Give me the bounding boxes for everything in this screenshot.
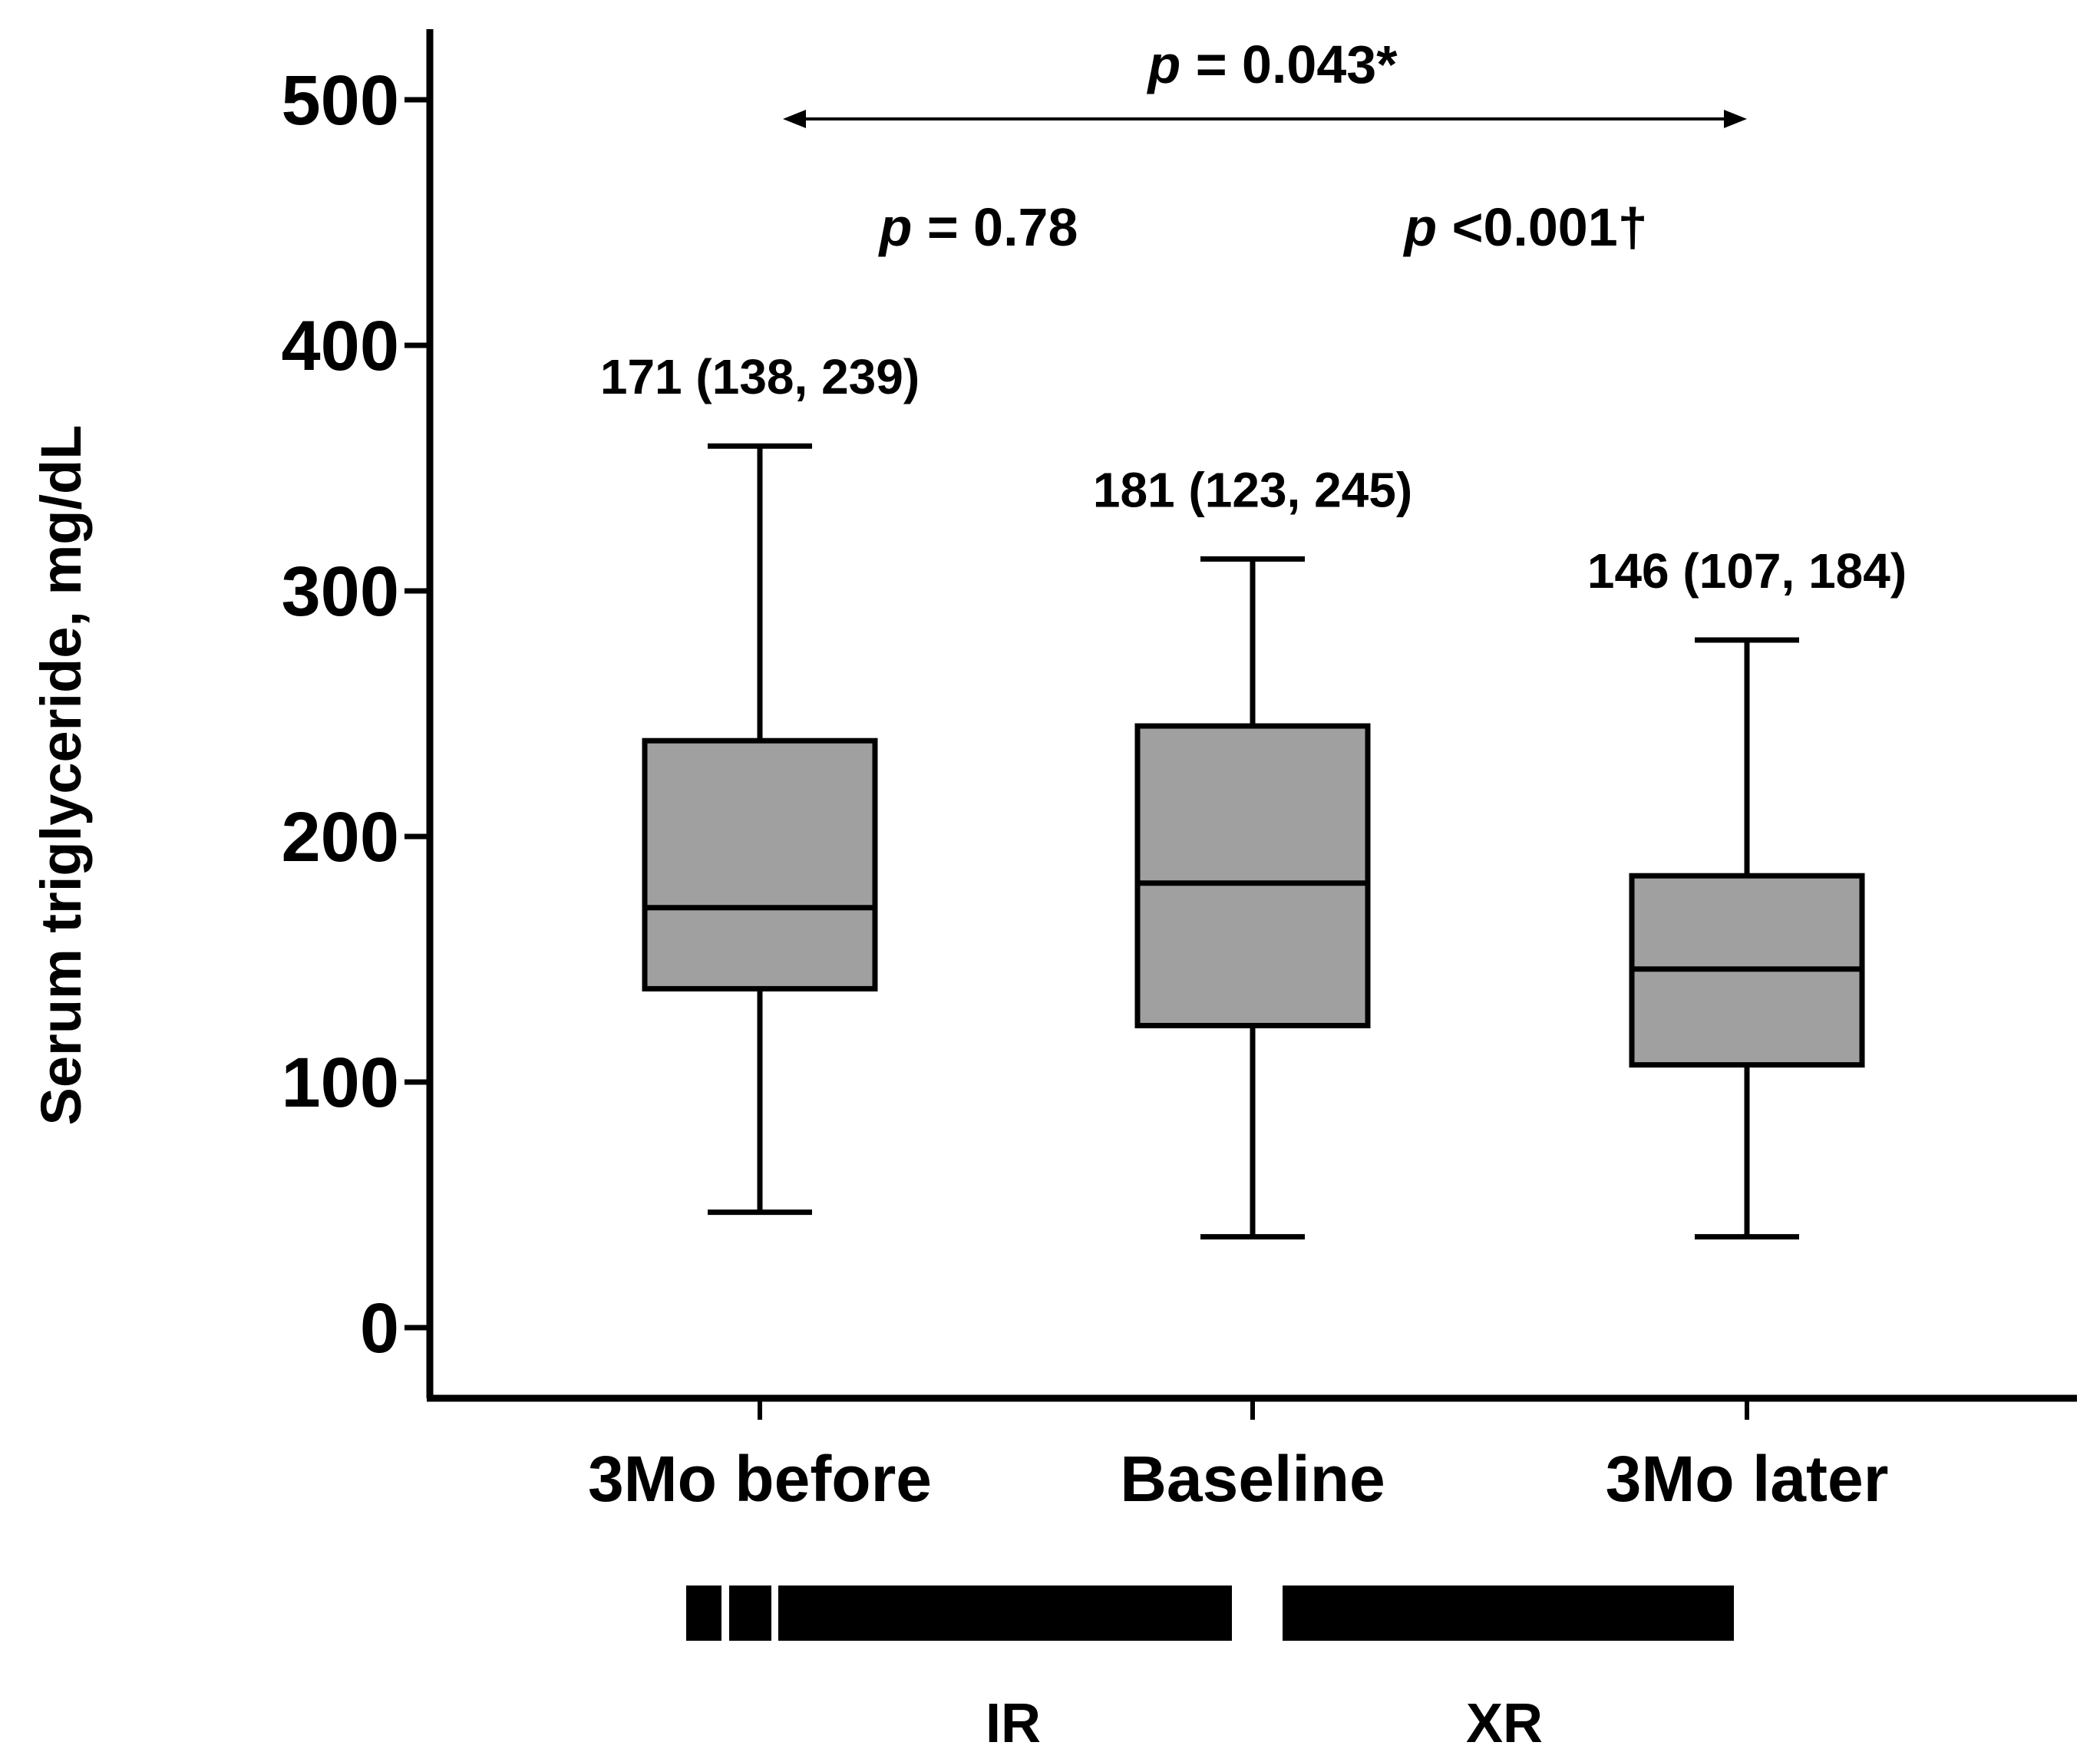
y-tick-label: 100 bbox=[282, 1044, 400, 1122]
iqr-box bbox=[1134, 723, 1371, 1028]
y-tick-label: 400 bbox=[282, 307, 400, 385]
y-tick-label: 500 bbox=[282, 61, 400, 140]
comparisons: p = 0.043* p = 0.78 p <0.001† bbox=[783, 35, 1747, 257]
treatment-periods: IR XR bbox=[686, 1585, 1734, 1754]
x-tick-label: Baseline bbox=[1120, 1443, 1385, 1515]
y-tick-label: 300 bbox=[282, 553, 400, 631]
p-value-label: p = 0.78 bbox=[878, 197, 1078, 257]
ir-period-bar-segment bbox=[729, 1585, 771, 1641]
ir-period-bar bbox=[778, 1585, 1232, 1641]
arrow-head-right bbox=[1724, 110, 1747, 128]
ir-period-label: IR bbox=[986, 1693, 1041, 1754]
x-tick-label: 3Mo later bbox=[1606, 1443, 1889, 1515]
arrow-head-left bbox=[783, 110, 806, 128]
xr-period-label: XR bbox=[1466, 1693, 1543, 1754]
ir-period-bar-segment bbox=[686, 1585, 721, 1641]
box-group: 171 (138, 239) bbox=[600, 349, 920, 1216]
p-value-label: p <0.001† bbox=[1402, 197, 1647, 257]
boxes: 171 (138, 239) 181 (123, 245) 146 (107, 18… bbox=[600, 349, 1907, 1240]
y-ticks: 0 100 200 300 400 500 bbox=[282, 61, 430, 1368]
x-tick-label: 3Mo before bbox=[588, 1443, 932, 1515]
box-summary-label: 171 (138, 239) bbox=[600, 349, 920, 404]
box-group: 181 (123, 245) bbox=[1093, 462, 1412, 1240]
y-tick-label: 0 bbox=[360, 1289, 399, 1368]
y-axis-label: Serum triglyceride, mg/dL bbox=[29, 425, 93, 1126]
x-ticks: 3Mo before Baseline 3Mo later bbox=[588, 1398, 1888, 1515]
y-tick-label: 200 bbox=[282, 798, 400, 876]
iqr-box bbox=[642, 737, 878, 992]
box-summary-label: 146 (107, 184) bbox=[1587, 543, 1907, 599]
xr-period-bar bbox=[1283, 1585, 1734, 1641]
box-group: 146 (107, 184) bbox=[1587, 543, 1907, 1240]
box-summary-label: 181 (123, 245) bbox=[1093, 462, 1412, 517]
p-value-label: p = 0.043* bbox=[1147, 35, 1398, 94]
